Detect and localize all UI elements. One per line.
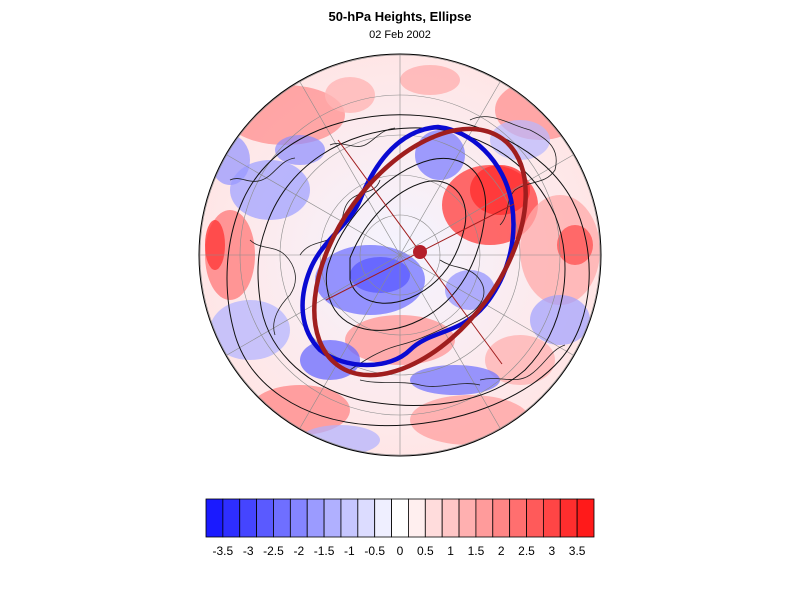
color-bar-segment <box>492 498 511 538</box>
color-bar-segment <box>374 498 392 538</box>
color-bar-segment <box>475 498 494 538</box>
color-bar-segment <box>205 498 224 538</box>
color-bar-tick-label: 3.5 <box>568 544 586 558</box>
color-bar-tick-label: -3 <box>242 544 254 558</box>
color-bar-segment <box>424 498 443 538</box>
color-bar-tick-label: -3.5 <box>212 544 234 558</box>
color-bar-tick-label: -0.5 <box>364 544 386 558</box>
color-bar-segment <box>340 498 359 538</box>
color-bar-segment <box>441 498 460 538</box>
ellipse-center-marker <box>413 245 427 259</box>
color-bar-segment <box>559 498 578 538</box>
fitted-ellipse <box>312 126 528 378</box>
map-title: 50-hPa Heights, Ellipse <box>328 9 472 24</box>
color-bar-segment <box>408 498 426 538</box>
color-bar-segment <box>239 498 258 538</box>
map-date: 02 Feb 2002 <box>369 29 431 41</box>
color-bar-segment <box>273 498 291 538</box>
polar-stereographic-map <box>198 53 602 457</box>
color-bar-segment <box>256 498 274 538</box>
color-bar <box>205 498 595 538</box>
color-bar-segment <box>357 498 376 538</box>
color-bar-segment <box>509 498 527 538</box>
color-bar-tick-label: -1 <box>344 544 355 558</box>
map-boundary <box>198 53 602 457</box>
color-bar-segment <box>576 498 595 538</box>
color-bar-tick-label: 2.5 <box>518 544 535 558</box>
color-bar-tick-label: 3 <box>548 544 556 558</box>
color-bar-segment <box>323 498 342 538</box>
color-bar-segment <box>306 498 325 538</box>
color-bar-tick-label: 1 <box>447 544 454 558</box>
color-bar-tick-label: 1.5 <box>467 544 485 558</box>
color-bar-segment <box>526 498 544 538</box>
color-bar-segment <box>222 498 241 538</box>
color-bar-tick-label: -1.5 <box>313 544 335 558</box>
color-bar-tick-label: -2 <box>293 544 305 558</box>
color-bar-tick-label: 0.5 <box>416 544 434 558</box>
color-bar-segment <box>289 498 308 538</box>
color-bar-segment <box>391 498 409 538</box>
color-bar-tick-label: -2.5 <box>263 544 284 558</box>
color-bar-tick-label: 0 <box>396 544 404 558</box>
color-bar-segment <box>542 498 561 538</box>
color-bar-segment <box>458 498 477 538</box>
graticule <box>199 54 601 456</box>
color-bar-tick-label: 2 <box>497 544 505 558</box>
height-contours <box>226 114 590 427</box>
coastlines <box>229 116 566 387</box>
